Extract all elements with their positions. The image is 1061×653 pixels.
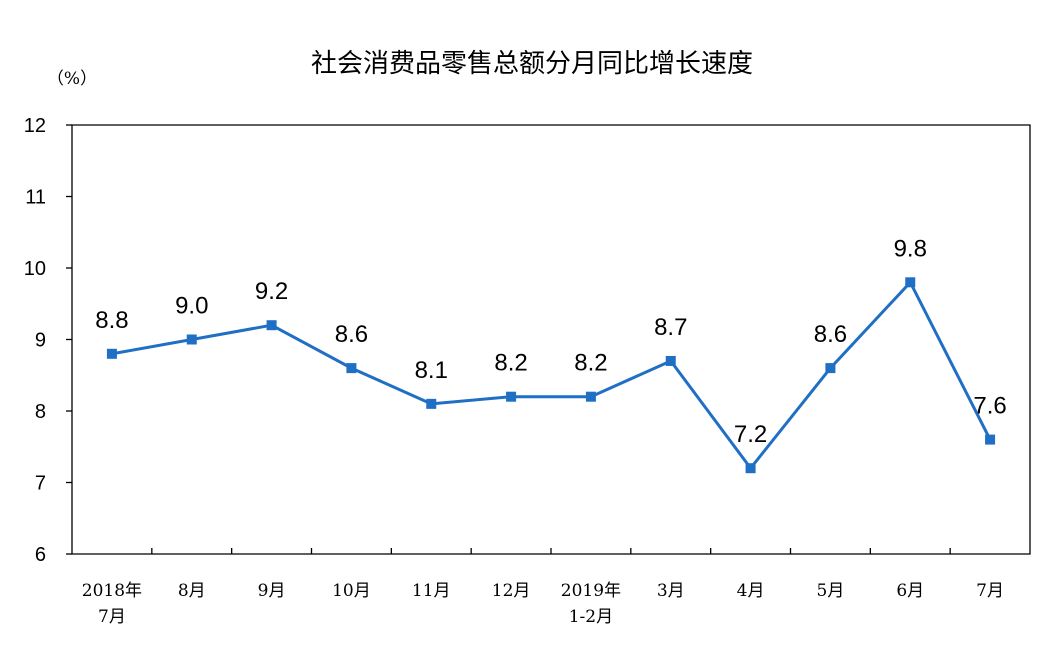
data-point <box>745 463 756 474</box>
x-tick-label-line: 6月 <box>896 581 924 601</box>
plot-frame <box>71 124 1031 555</box>
x-tick-label: 5月 <box>817 581 845 601</box>
data-label: 9.8 <box>894 235 927 262</box>
data-label: 8.2 <box>574 350 607 377</box>
y-tick-label: 12 <box>24 115 46 137</box>
data-label: 8.6 <box>335 321 368 348</box>
data-label: 9.0 <box>175 293 208 320</box>
data-label: 7.2 <box>734 421 767 448</box>
x-tick-label-line: 4月 <box>737 581 765 601</box>
x-tick-label-line: 1-2月 <box>569 607 613 627</box>
y-tick-label: 11 <box>25 187 46 209</box>
data-label: 8.7 <box>654 314 687 341</box>
x-tick-label-line: 7月 <box>98 607 126 627</box>
data-labels: 8.8 9.0 9.2 8.6 8.1 8.2 8.2 8.7 7.2 8.6 9.8 7.6 <box>95 235 1007 448</box>
y-tick-label: 6 <box>35 544 46 566</box>
y-unit-label: （%） <box>47 69 97 89</box>
x-axis: 2018年 7月 8月 9月 10月 11月 12月 2019年 1-2月 3月 4月 5月 6月 7月 <box>82 548 1004 627</box>
x-tick-label: 8月 <box>178 581 206 601</box>
y-tick-label: 10 <box>24 258 46 280</box>
data-point <box>106 348 117 359</box>
x-tick-label-line: 2019年 <box>561 581 621 601</box>
x-tick-label-line: 7月 <box>976 581 1004 601</box>
data-point <box>665 355 676 366</box>
data-point <box>905 277 916 288</box>
x-tick-label: 11月 <box>412 581 451 601</box>
data-point <box>985 434 996 445</box>
x-tick-label: 10月 <box>332 581 371 601</box>
x-tick-label-line: 11月 <box>412 581 451 601</box>
data-label: 7.6 <box>973 393 1006 420</box>
x-tick-label-line: 9月 <box>258 581 286 601</box>
x-tick-label: 2018年 7月 <box>82 581 142 627</box>
series-line <box>111 279 992 471</box>
x-tick-label-line: 8月 <box>178 581 206 601</box>
x-tick-label-line: 5月 <box>817 581 845 601</box>
data-point <box>825 363 836 374</box>
data-label: 8.8 <box>95 307 128 334</box>
data-label: 9.2 <box>255 278 288 305</box>
x-tick-label-line: 12月 <box>492 581 531 601</box>
data-label: 8.2 <box>494 350 527 377</box>
x-tick-label: 3月 <box>657 581 685 601</box>
data-label: 8.1 <box>415 357 448 384</box>
y-tick-label: 8 <box>35 401 46 423</box>
x-tick-label: 9月 <box>258 581 286 601</box>
data-point <box>585 391 596 402</box>
data-point <box>346 363 357 374</box>
y-tick-label: 9 <box>35 330 46 352</box>
x-tick-label: 2019年 1-2月 <box>561 581 621 627</box>
data-point <box>506 391 517 402</box>
data-point <box>266 320 277 331</box>
x-tick-label-line: 2018年 <box>82 581 142 601</box>
x-tick-label: 7月 <box>976 581 1004 601</box>
series-markers <box>106 277 996 474</box>
x-tick-label: 6月 <box>896 581 924 601</box>
x-tick-label: 12月 <box>492 581 531 601</box>
x-tick-label: 4月 <box>737 581 765 601</box>
data-point <box>186 334 197 345</box>
y-axis: 6 7 8 9 10 11 12 <box>24 115 72 566</box>
x-tick-label-line: 10月 <box>332 581 371 601</box>
data-point <box>426 398 437 409</box>
chart-title: 社会消费品零售总额分月同比增长速度 <box>311 49 753 79</box>
x-tick-label-line: 3月 <box>657 581 685 601</box>
data-label: 8.6 <box>814 321 847 348</box>
y-tick-label: 7 <box>35 473 46 495</box>
